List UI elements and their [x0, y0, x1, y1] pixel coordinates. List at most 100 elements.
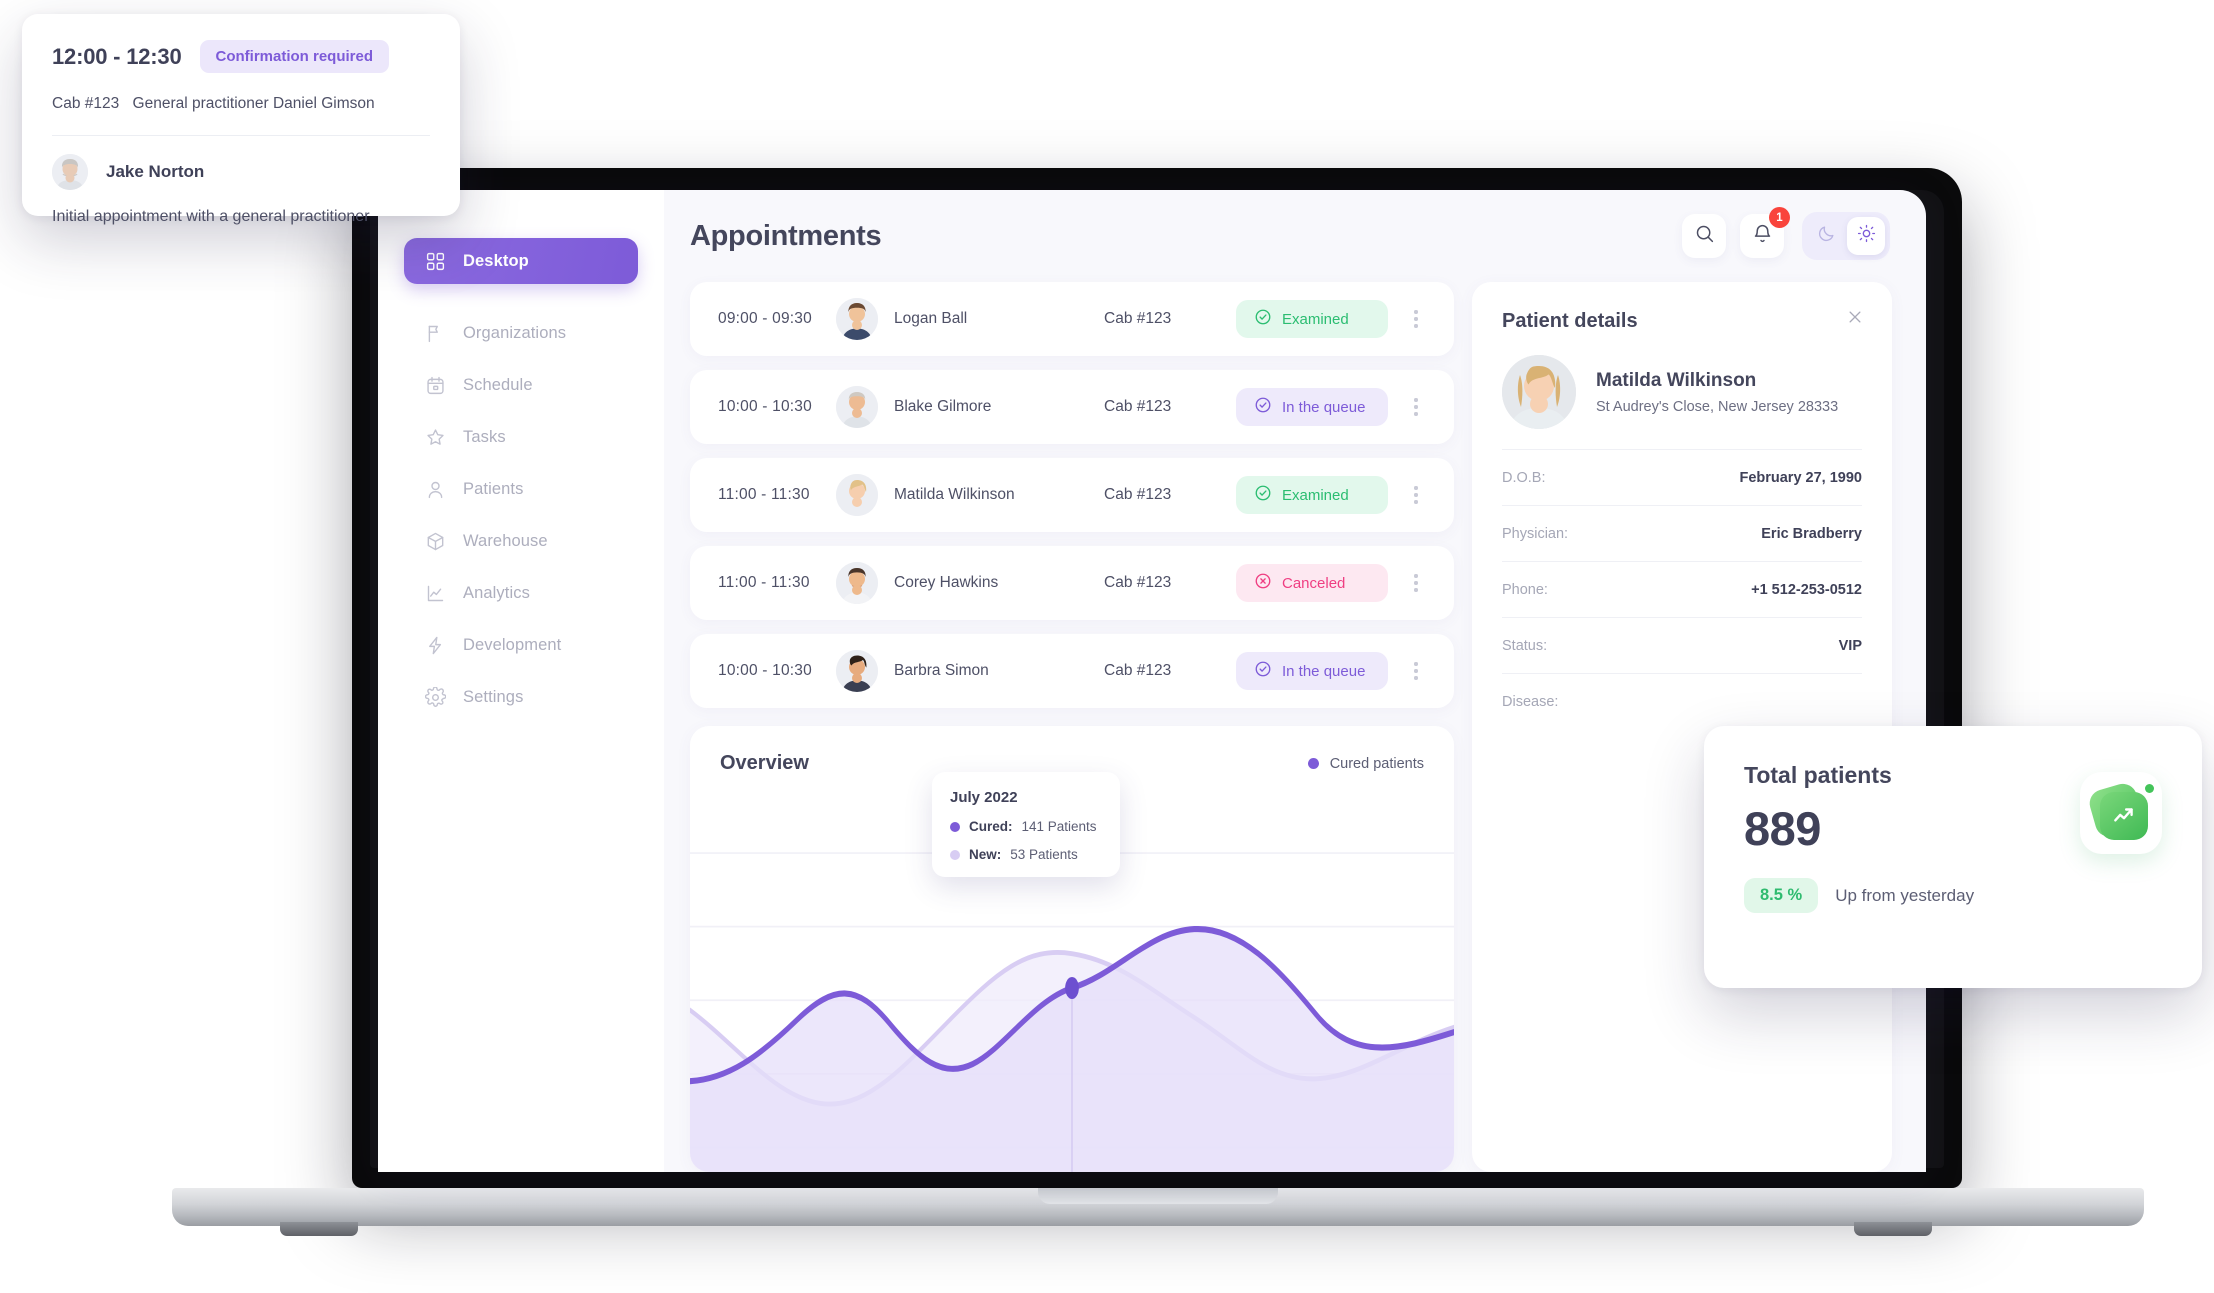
- sidebar-item-tasks[interactable]: Tasks: [404, 414, 638, 460]
- appointment-cab: Cab #123: [1104, 662, 1172, 679]
- table-row[interactable]: 10:00 - 10:30 Barbra Simon Cab #123 In: [690, 634, 1454, 708]
- sidebar-item-label: Settings: [463, 687, 524, 706]
- status-label: Examined: [1282, 486, 1349, 504]
- sidebar-item-desktop[interactable]: Desktop: [404, 238, 638, 284]
- sidebar-item-patients[interactable]: Patients: [404, 466, 638, 512]
- check-circle-icon: [1254, 396, 1272, 418]
- appointment-cab: Cab #123: [1104, 486, 1172, 503]
- theme-light-option[interactable]: [1847, 217, 1885, 255]
- patient-name: Corey Hawkins: [894, 574, 999, 591]
- row-menu-button[interactable]: [1404, 398, 1428, 416]
- appointment-doctor: General practitioner Daniel Gimson: [132, 95, 375, 112]
- check-circle-icon: [1254, 484, 1272, 506]
- user-icon: [424, 478, 446, 500]
- sidebar-item-development[interactable]: Development: [404, 622, 638, 668]
- laptop-foot-left: [280, 1222, 358, 1236]
- status-badge: Examined: [1236, 476, 1388, 514]
- row-menu-button[interactable]: [1404, 310, 1428, 328]
- appointment-time: 11:00 - 11:30: [718, 486, 810, 503]
- status-label: Examined: [1282, 310, 1349, 328]
- patient-header: Matilda Wilkinson St Audrey's Close, New…: [1502, 355, 1862, 429]
- sidebar-item-analytics[interactable]: Analytics: [404, 570, 638, 616]
- tooltip-dot-cured: [950, 821, 960, 832]
- main-area: Appointments 1: [664, 190, 1926, 1172]
- sidebar-item-organizations[interactable]: Organizations: [404, 310, 638, 356]
- field-key: Status:: [1502, 637, 1548, 654]
- sidebar-item-label: Development: [463, 635, 562, 654]
- appointment-time: 10:00 - 10:30: [718, 662, 812, 679]
- appointment-description: Initial appointment with a general pract…: [52, 208, 370, 225]
- sidebar-item-label: Patients: [463, 479, 524, 498]
- sidebar-item-schedule[interactable]: Schedule: [404, 362, 638, 408]
- sidebar-item-warehouse[interactable]: Warehouse: [404, 518, 638, 564]
- status-badge: Examined: [1236, 300, 1388, 338]
- patient-fields: D.O.B: February 27, 1990 Physician: Eric…: [1502, 449, 1862, 729]
- appointment-person: Jake Norton: [52, 154, 430, 190]
- laptop-base: [172, 1188, 2144, 1226]
- chart-line-icon: [424, 582, 446, 604]
- chart-svg: [690, 852, 1454, 1172]
- list-item: D.O.B: February 27, 1990: [1502, 449, 1862, 505]
- box-icon: [424, 530, 446, 552]
- status-badge: In the queue: [1236, 652, 1388, 690]
- appointment-person: Blake Gilmore: [836, 386, 1104, 428]
- notifications-button[interactable]: 1: [1740, 207, 1790, 258]
- row-menu-button[interactable]: [1404, 486, 1428, 504]
- appointment-time: 11:00 - 11:30: [718, 574, 810, 591]
- patient-name: Matilda Wilkinson: [1596, 369, 1757, 391]
- search-button[interactable]: [1682, 214, 1726, 258]
- appointment-time: 09:00 - 09:30: [718, 310, 812, 327]
- sidebar-item-label: Desktop: [463, 251, 529, 270]
- status-badge: Confirmation required: [199, 40, 390, 73]
- chart-highlight-point: [1065, 976, 1079, 1000]
- trend-up-icon: [2080, 772, 2162, 854]
- patient-address: St Audrey's Close, New Jersey 28333: [1596, 398, 1839, 415]
- sun-icon: [1857, 224, 1876, 248]
- table-row[interactable]: 09:00 - 09:30 Logan Ball Cab #123 Exami: [690, 282, 1454, 356]
- appointment-cab: Cab #123: [1104, 310, 1172, 327]
- moon-icon: [1817, 224, 1836, 248]
- appointment-person: Barbra Simon: [836, 650, 1104, 692]
- bell-icon: [1752, 223, 1773, 249]
- field-value: Eric Bradberry: [1761, 525, 1862, 542]
- status-label: In the queue: [1282, 398, 1366, 416]
- appointment-cab: Cab #123: [52, 95, 120, 112]
- patient-details-title: Patient details: [1502, 310, 1638, 332]
- tooltip-label-cured: Cured:: [969, 819, 1013, 834]
- chart-tooltip: July 2022 Cured: 141 Patients New: 53 Pa…: [932, 772, 1120, 877]
- field-key: Disease:: [1502, 693, 1559, 710]
- theme-toggle[interactable]: [1802, 212, 1890, 260]
- avatar: [1502, 355, 1576, 429]
- list-item: Physician: Eric Bradberry: [1502, 505, 1862, 561]
- theme-dark-option[interactable]: [1807, 217, 1845, 255]
- card-title: Total patients: [1744, 762, 1892, 788]
- table-row[interactable]: 11:00 - 11:30 Matilda Wilkinson Cab #123: [690, 458, 1454, 532]
- star-icon: [424, 426, 446, 448]
- row-menu-button[interactable]: [1404, 662, 1428, 680]
- table-row[interactable]: 10:00 - 10:30 Blake Gilmore Cab #123 In: [690, 370, 1454, 444]
- laptop-foot-right: [1854, 1222, 1932, 1236]
- series-line-cured: [690, 926, 1454, 1085]
- appointment-person: Logan Ball: [836, 298, 1104, 340]
- legend-dot-cured: [1307, 758, 1319, 769]
- trend-note: Up from yesterday: [1835, 885, 1975, 905]
- sidebar-item-settings[interactable]: Settings: [404, 674, 638, 720]
- patient-name: Blake Gilmore: [894, 398, 992, 415]
- close-icon[interactable]: [1846, 308, 1866, 328]
- table-row[interactable]: 11:00 - 11:30 Corey Hawkins Cab #123 Ca: [690, 546, 1454, 620]
- total-patients-card: Total patients 889 8.5 % Up from yesterd…: [1704, 726, 2202, 988]
- status-badge: Canceled: [1236, 564, 1388, 602]
- field-value: VIP: [1838, 637, 1862, 654]
- field-key: Phone:: [1502, 581, 1548, 598]
- patient-name: Matilda Wilkinson: [894, 486, 1015, 503]
- notification-badge: 1: [1769, 207, 1790, 228]
- tooltip-row-new: New: 53 Patients: [950, 847, 1102, 862]
- patient-name: Barbra Simon: [894, 662, 989, 679]
- flag-icon: [424, 322, 446, 344]
- content-grid: 09:00 - 09:30 Logan Ball Cab #123 Exami: [668, 282, 1892, 1172]
- grid-icon: [424, 250, 446, 272]
- appointment-cab: Cab #123: [1104, 574, 1172, 591]
- row-menu-button[interactable]: [1404, 574, 1428, 592]
- tooltip-dot-new: [950, 849, 960, 860]
